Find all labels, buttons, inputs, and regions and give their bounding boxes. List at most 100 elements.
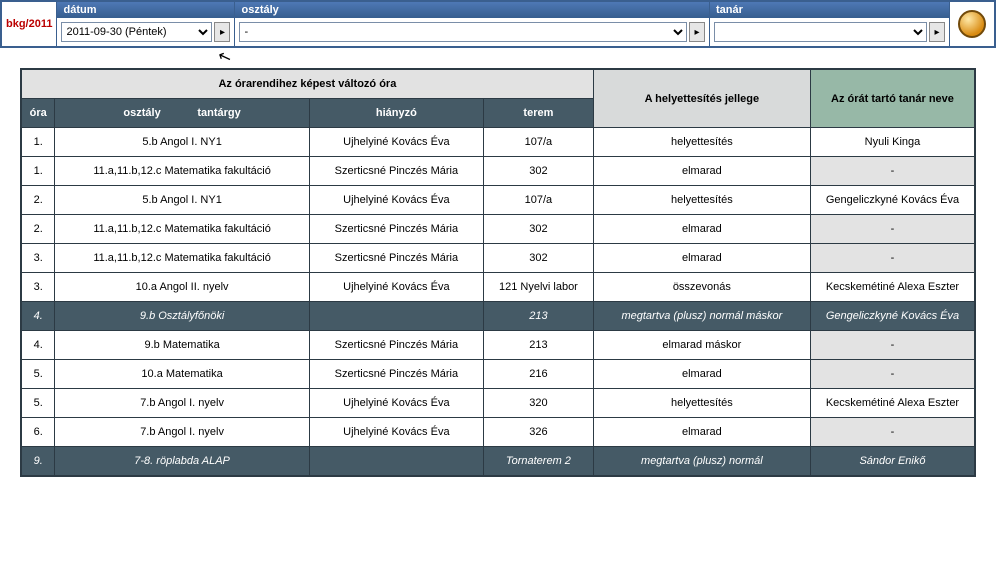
cell-class-subject: 5.b Angol I. NY1 — [55, 128, 309, 157]
cell-ora: 9. — [21, 447, 55, 477]
cell-room: 326 — [484, 418, 594, 447]
cell-room: 320 — [484, 389, 594, 418]
cell-type: helyettesítés — [593, 128, 810, 157]
cell-room: 213 — [484, 331, 594, 360]
cell-substitute: - — [810, 418, 975, 447]
cell-type: elmarad — [593, 215, 810, 244]
cell-missing: Szerticsné Pinczés Mária — [309, 331, 483, 360]
cell-substitute: - — [810, 331, 975, 360]
cell-room: Tornaterem 2 — [484, 447, 594, 477]
teacher-label: tanár — [710, 2, 949, 18]
cell-substitute: Gengeliczkyné Kovács Éva — [810, 186, 975, 215]
cell-class-subject: 10.a Angol II. nyelv — [55, 273, 309, 302]
class-label: osztály — [235, 2, 709, 18]
teacher-next-button[interactable]: ▸ — [929, 22, 945, 42]
cell-ora: 3. — [21, 273, 55, 302]
table-row: 5.10.a MatematikaSzerticsné Pinczés Mári… — [21, 360, 975, 389]
cell-missing — [309, 447, 483, 477]
cell-missing: Szerticsné Pinczés Mária — [309, 360, 483, 389]
cell-room: 216 — [484, 360, 594, 389]
cell-type: elmarad — [593, 157, 810, 186]
cell-substitute: Kecskemétiné Alexa Eszter — [810, 273, 975, 302]
cell-ora: 3. — [21, 244, 55, 273]
cell-type: elmarad máskor — [593, 331, 810, 360]
help-icon[interactable] — [958, 10, 986, 38]
cell-ora: 4. — [21, 331, 55, 360]
cell-type: elmarad — [593, 360, 810, 389]
cell-missing: Ujhelyiné Kovács Éva — [309, 418, 483, 447]
cell-ora: 4. — [21, 302, 55, 331]
cell-type: helyettesítés — [593, 186, 810, 215]
cell-substitute: - — [810, 244, 975, 273]
cell-room: 302 — [484, 244, 594, 273]
cell-class-subject: 11.a,11.b,12.c Matematika fakultáció — [55, 157, 309, 186]
header-ora: óra — [21, 99, 55, 128]
cell-type: megtartva (plusz) normál — [593, 447, 810, 477]
header-hianyzo: hiányzó — [309, 99, 483, 128]
cell-room: 107/a — [484, 128, 594, 157]
cell-type: elmarad — [593, 244, 810, 273]
cell-type: összevonás — [593, 273, 810, 302]
table-row: 4.9.b MatematikaSzerticsné Pinczés Mária… — [21, 331, 975, 360]
substitution-table: Az órarendihez képest változó óra A hely… — [20, 68, 976, 477]
table-row: 4.9.b Osztályfőnöki 213megtartva (plusz) … — [21, 302, 975, 331]
help-icon-cell — [950, 2, 994, 46]
cell-type: helyettesítés — [593, 389, 810, 418]
cell-substitute: Kecskemétiné Alexa Eszter — [810, 389, 975, 418]
cell-ora: 1. — [21, 128, 55, 157]
cell-class-subject: 11.a,11.b,12.c Matematika fakultáció — [55, 244, 309, 273]
cell-class-subject: 10.a Matematika — [55, 360, 309, 389]
cell-class-subject: 11.a,11.b,12.c Matematika fakultáció — [55, 215, 309, 244]
cell-missing: Ujhelyiné Kovács Éva — [309, 186, 483, 215]
table-row: 9.7-8. röplabda ALAPTornaterem 2megtartv… — [21, 447, 975, 477]
cell-room: 213 — [484, 302, 594, 331]
logo-text: bkg/2011 — [2, 2, 57, 46]
cell-room: 302 — [484, 157, 594, 186]
date-selector: dátum 2011-09-30 (Péntek) ▸ — [57, 2, 235, 46]
cell-substitute: - — [810, 360, 975, 389]
cell-class-subject: 7.b Angol I. nyelv — [55, 418, 309, 447]
cell-ora: 1. — [21, 157, 55, 186]
cell-ora: 6. — [21, 418, 55, 447]
header-osztaly: osztály tantárgy — [55, 99, 309, 128]
cell-missing: Ujhelyiné Kovács Éva — [309, 273, 483, 302]
header-terem: terem — [484, 99, 594, 128]
cell-substitute: - — [810, 215, 975, 244]
cell-type: megtartva (plusz) normál máskor — [593, 302, 810, 331]
table-row: 6.7.b Angol I. nyelvUjhelyiné Kovács Éva… — [21, 418, 975, 447]
cell-missing: Ujhelyiné Kovács Éva — [309, 389, 483, 418]
cell-ora: 5. — [21, 389, 55, 418]
table-row: 3.11.a,11.b,12.c Matematika fakultációSz… — [21, 244, 975, 273]
teacher-select[interactable] — [714, 22, 927, 42]
table-row: 2.11.a,11.b,12.c Matematika fakultációSz… — [21, 215, 975, 244]
cell-class-subject: 7.b Angol I. nyelv — [55, 389, 309, 418]
header-group-changed: Az órarendihez képest változó óra — [21, 69, 593, 99]
top-filter-bar: bkg/2011 dátum 2011-09-30 (Péntek) ▸ osz… — [0, 0, 996, 48]
class-select[interactable]: - — [239, 22, 687, 42]
date-label: dátum — [57, 2, 234, 18]
cell-missing: Szerticsné Pinczés Mária — [309, 244, 483, 273]
cell-substitute: Gengeliczkyné Kovács Éva — [810, 302, 975, 331]
cell-class-subject: 9.b Matematika — [55, 331, 309, 360]
header-group-sub: Az órát tartó tanár neve — [810, 69, 975, 128]
cell-ora: 2. — [21, 186, 55, 215]
cell-missing — [309, 302, 483, 331]
cell-substitute: Nyuli Kinga — [810, 128, 975, 157]
table-row: 3.10.a Angol II. nyelvUjhelyiné Kovács É… — [21, 273, 975, 302]
class-selector: osztály - ▸ — [235, 2, 710, 46]
cell-missing: Ujhelyiné Kovács Éva — [309, 128, 483, 157]
cell-room: 121 Nyelvi labor — [484, 273, 594, 302]
class-next-button[interactable]: ▸ — [689, 22, 705, 42]
cell-room: 107/a — [484, 186, 594, 215]
date-select[interactable]: 2011-09-30 (Péntek) — [61, 22, 212, 42]
date-next-button[interactable]: ▸ — [214, 22, 230, 42]
cell-substitute: Sándor Enikő — [810, 447, 975, 477]
cell-class-subject: 9.b Osztályfőnöki — [55, 302, 309, 331]
cell-missing: Szerticsné Pinczés Mária — [309, 215, 483, 244]
cell-substitute: - — [810, 157, 975, 186]
teacher-selector: tanár ▸ — [710, 2, 950, 46]
cell-class-subject: 5.b Angol I. NY1 — [55, 186, 309, 215]
table-row: 2.5.b Angol I. NY1Ujhelyiné Kovács Éva10… — [21, 186, 975, 215]
table-row: 1.5.b Angol I. NY1Ujhelyiné Kovács Éva10… — [21, 128, 975, 157]
cell-missing: Szerticsné Pinczés Mária — [309, 157, 483, 186]
